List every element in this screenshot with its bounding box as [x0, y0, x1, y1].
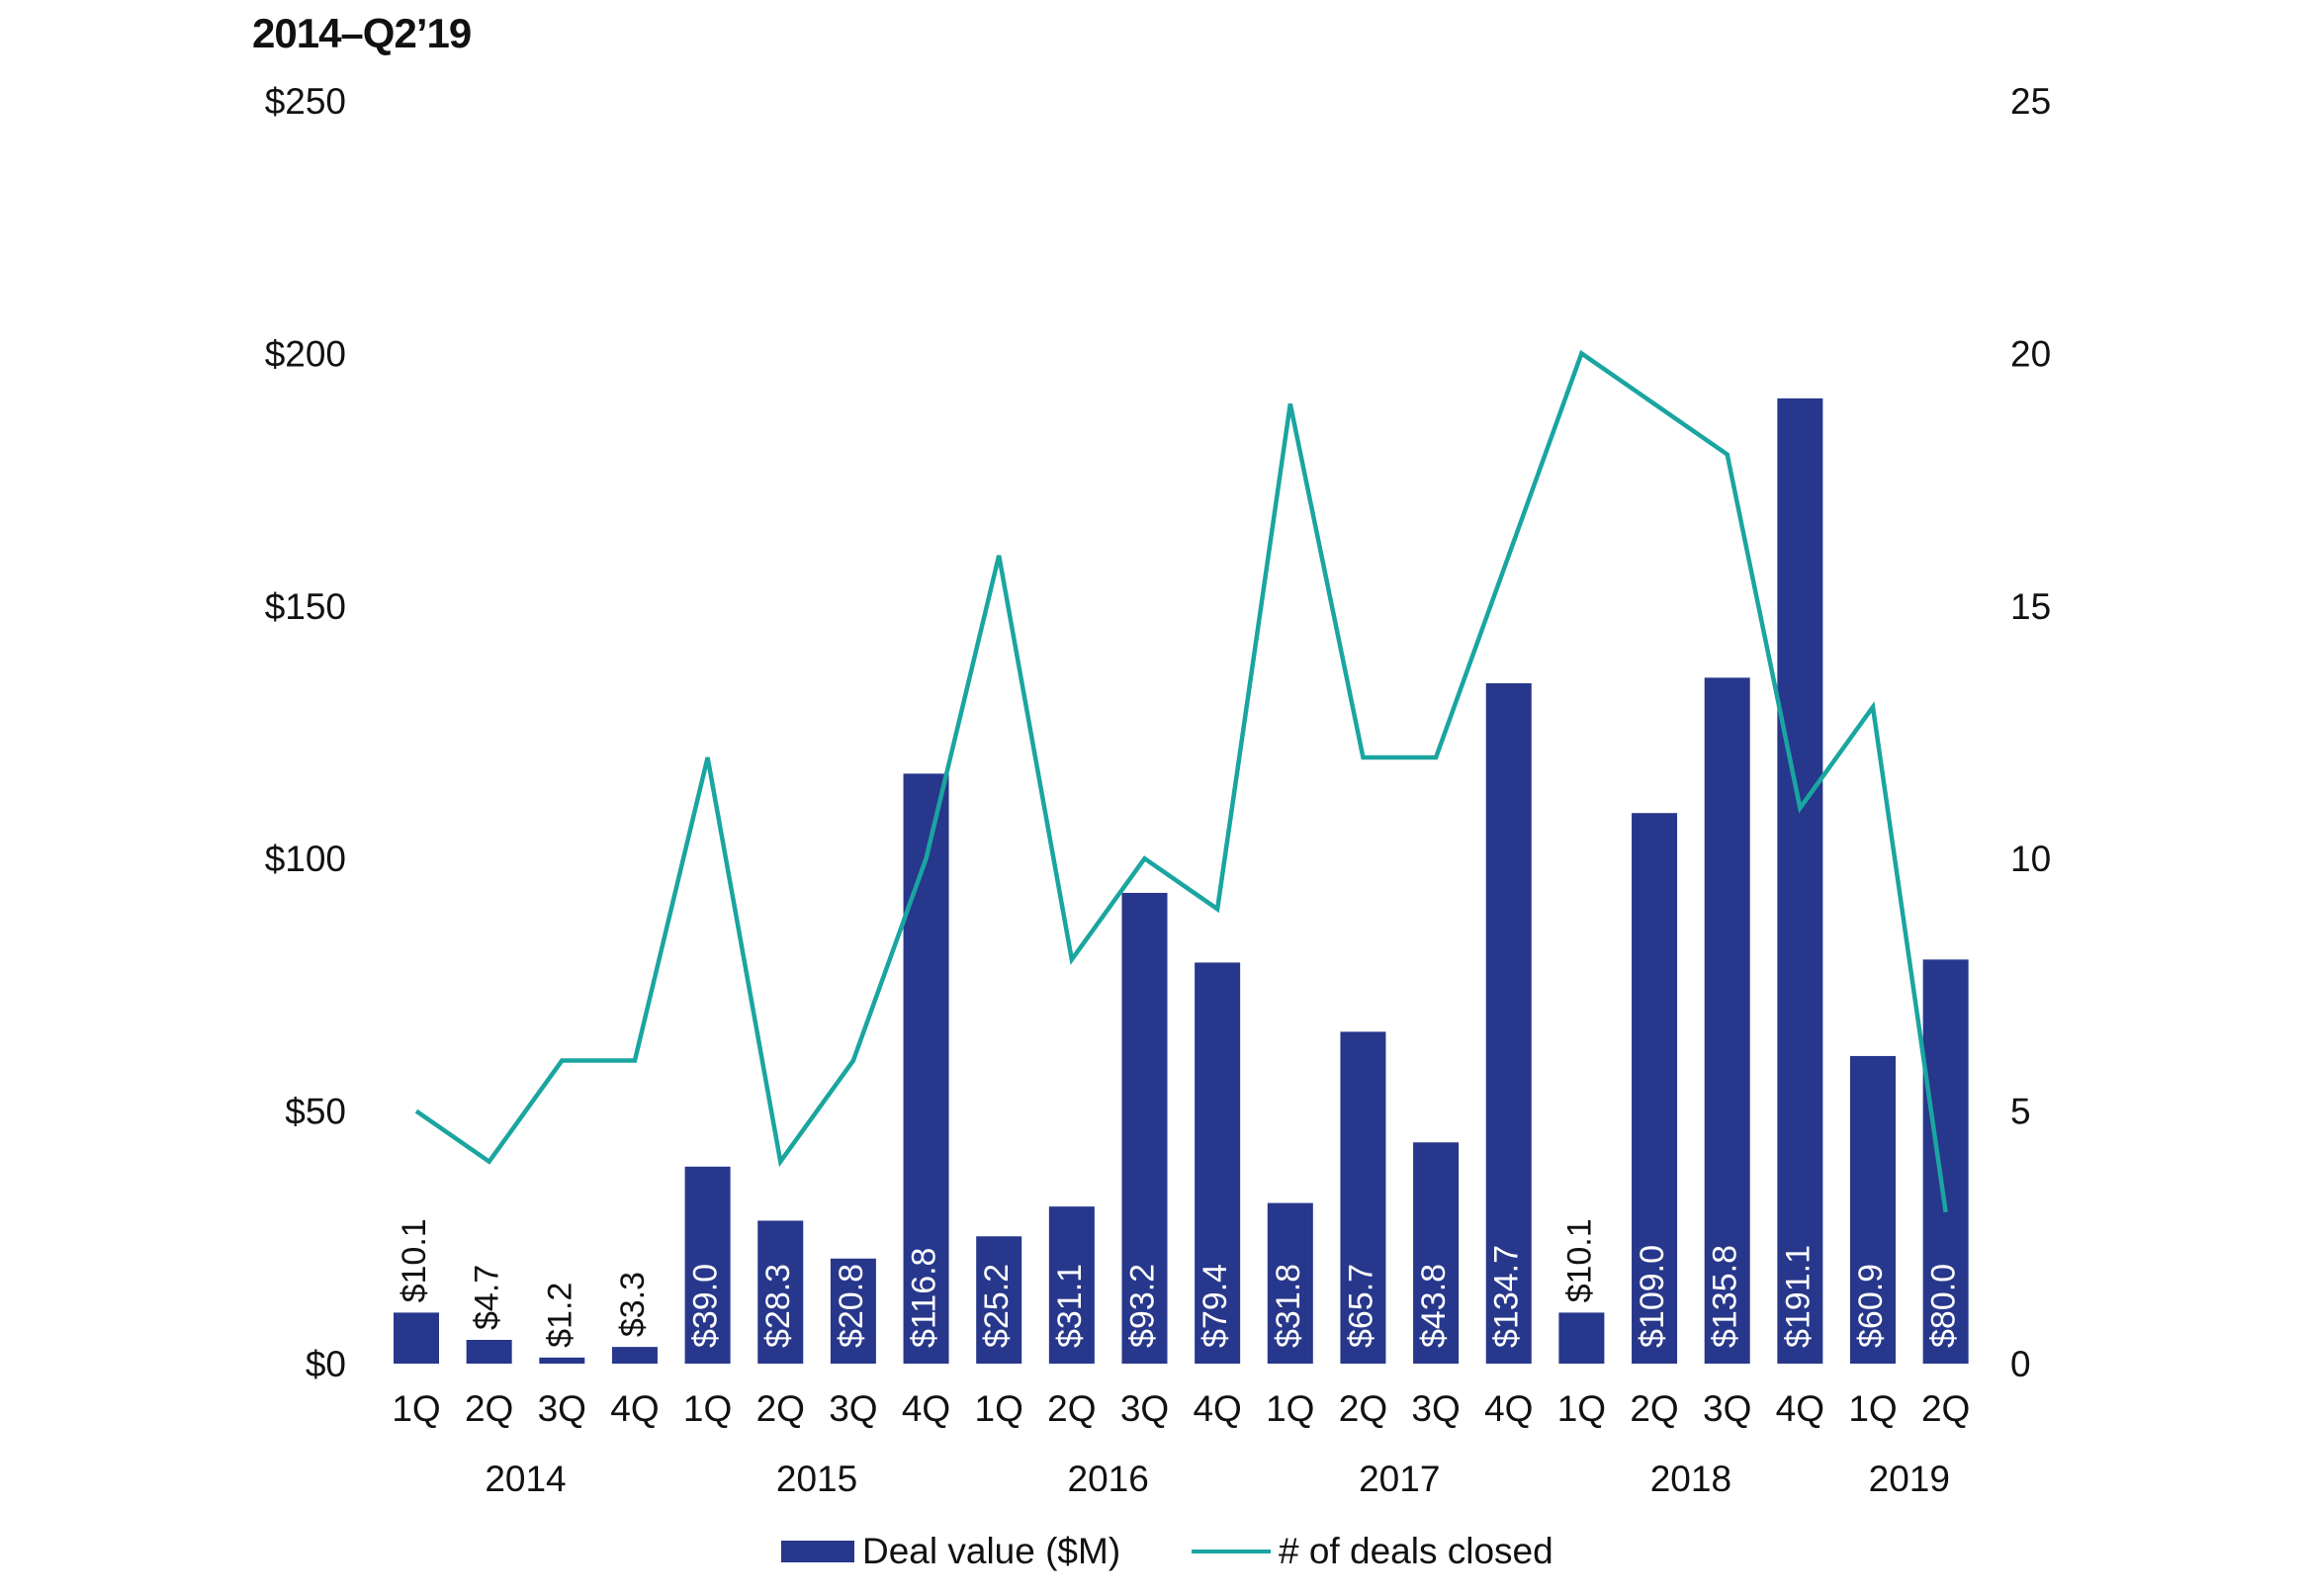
bar — [1485, 682, 1532, 1364]
bar — [539, 1357, 585, 1364]
x-tick-label: 4Q — [902, 1388, 950, 1429]
x-tick-label: 1Q — [1557, 1388, 1606, 1429]
legend-label-deal-value: Deal value ($M) — [862, 1531, 1121, 1571]
bar-value-label: $1.2 — [541, 1283, 578, 1348]
x-tick-label: 3Q — [1120, 1388, 1169, 1429]
x-tick-label: 2Q — [1921, 1388, 1970, 1429]
legend-item-deal-value: Deal value ($M) — [781, 1531, 1120, 1572]
x-tick-label: 2Q — [756, 1388, 805, 1429]
x-tick-label: 3Q — [1703, 1388, 1751, 1429]
x-tick-label: 4Q — [1193, 1388, 1241, 1429]
y-right-tick-label: 0 — [2010, 1344, 2031, 1384]
x-tick-label: 1Q — [975, 1388, 1023, 1429]
bar-value-label: $10.1 — [1560, 1218, 1598, 1302]
bar — [684, 1166, 731, 1364]
y-left-tick-label: $200 — [265, 333, 346, 374]
x-tick-label: 4Q — [1776, 1388, 1824, 1429]
y-right-tick-label: 20 — [2010, 333, 2051, 374]
legend-item-deals-closed: # of deals closed — [1192, 1531, 1553, 1572]
x-tick-label: 2Q — [1630, 1388, 1678, 1429]
x-year-label: 2017 — [1359, 1459, 1440, 1499]
bar — [1558, 1312, 1605, 1364]
bar-value-label: $109.0 — [1634, 1245, 1671, 1348]
deals-closed-line — [414, 349, 1948, 1213]
bar-value-label: $20.8 — [833, 1264, 870, 1348]
bar-value-label: $79.4 — [1197, 1264, 1234, 1348]
y-left-tick-label: $100 — [265, 839, 346, 879]
bar-value-label: $28.3 — [759, 1264, 797, 1348]
bar-value-label: $25.2 — [978, 1264, 1016, 1348]
bar — [903, 773, 949, 1364]
chart-title: 2014–Q2’19 — [252, 10, 472, 56]
y-left-tick-label: $250 — [265, 81, 346, 122]
bar — [611, 1347, 658, 1364]
x-year-label: 2016 — [1068, 1459, 1149, 1499]
x-tick-label: 3Q — [538, 1388, 586, 1429]
x-year-label: 2015 — [776, 1459, 857, 1499]
bar — [1340, 1031, 1386, 1364]
x-tick-label: 1Q — [1848, 1388, 1897, 1429]
bar — [1121, 892, 1168, 1364]
x-year-label: 2019 — [1869, 1459, 1950, 1499]
bar-value-label: $31.1 — [1051, 1264, 1089, 1348]
bar-value-label: $39.0 — [687, 1264, 725, 1348]
x-year-label: 2014 — [485, 1459, 566, 1499]
bar — [1048, 1206, 1095, 1364]
x-tick-label: 4Q — [1484, 1388, 1533, 1429]
y-right-tick-label: 15 — [2010, 586, 2051, 627]
bar — [1632, 813, 1678, 1364]
bar — [757, 1220, 804, 1364]
bar — [976, 1236, 1022, 1364]
y-right-tick-label: 5 — [2010, 1092, 2031, 1132]
bar — [394, 1312, 439, 1364]
y-left-tick-label: $150 — [265, 586, 346, 627]
bar-value-label: $80.0 — [1925, 1264, 1963, 1348]
bar-value-label: $134.7 — [1488, 1245, 1526, 1348]
y-left-tick-label: $50 — [285, 1092, 346, 1132]
x-tick-label: 1Q — [392, 1388, 440, 1429]
bar-value-label: $60.9 — [1852, 1264, 1890, 1348]
bar — [1777, 398, 1823, 1364]
bar — [830, 1258, 876, 1364]
bar-value-label: $116.8 — [906, 1248, 943, 1348]
x-tick-label: 2Q — [1339, 1388, 1387, 1429]
bar-value-label: $65.7 — [1342, 1264, 1379, 1348]
bar — [1413, 1142, 1460, 1364]
legend-swatch-deal-value — [781, 1541, 854, 1562]
bar — [1267, 1202, 1313, 1364]
bar-value-label: $4.7 — [469, 1265, 506, 1330]
x-tick-label: 3Q — [829, 1388, 877, 1429]
bar — [1850, 1055, 1896, 1364]
bar — [1704, 677, 1750, 1364]
bar — [1195, 962, 1241, 1364]
bar — [1922, 959, 1969, 1364]
x-year-label: 2018 — [1650, 1459, 1731, 1499]
legend-label-deals-closed: # of deals closed — [1279, 1531, 1553, 1571]
bar-value-label: $191.1 — [1779, 1245, 1817, 1348]
y-right-tick-label: 25 — [2010, 81, 2051, 122]
bar-value-label: $3.3 — [614, 1272, 652, 1337]
y-right-tick-label: 10 — [2010, 839, 2051, 879]
x-tick-label: 1Q — [683, 1388, 732, 1429]
bar — [466, 1339, 512, 1364]
y-left-tick-label: $0 — [306, 1344, 346, 1384]
x-tick-label: 3Q — [1411, 1388, 1460, 1429]
bar-value-label: $10.1 — [396, 1218, 433, 1302]
bar-value-label: $43.8 — [1415, 1264, 1453, 1348]
x-tick-label: 4Q — [610, 1388, 659, 1429]
x-tick-label: 2Q — [465, 1388, 513, 1429]
legend: Deal value ($M) # of deals closed — [0, 1531, 2306, 1580]
bar-value-label: $135.8 — [1707, 1245, 1744, 1348]
x-tick-label: 2Q — [1047, 1388, 1096, 1429]
x-tick-label: 1Q — [1266, 1388, 1314, 1429]
bar-value-label: $31.8 — [1270, 1264, 1307, 1348]
legend-swatch-deals-closed — [1192, 1550, 1271, 1553]
bar-value-label: $93.2 — [1123, 1264, 1161, 1348]
